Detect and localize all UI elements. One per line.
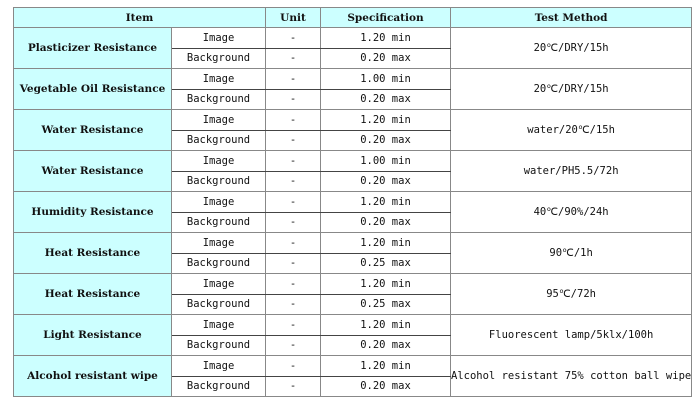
spec-cell: 0.20 max [320, 88, 451, 110]
spec-cell: 1.20 min [320, 273, 451, 295]
spec-cell: 0.20 max [320, 170, 451, 192]
spec-cell: 0.25 max [320, 252, 451, 274]
spec-cell: 1.20 min [320, 191, 451, 213]
test-method-cell: Alcohol resistant 75% cotton ball wipe [449, 355, 693, 397]
test-method-cell: 40℃/90%/24h [449, 191, 693, 233]
sub-item-image: Image [171, 232, 266, 254]
unit-cell: - [265, 129, 321, 151]
unit-cell: - [265, 191, 321, 213]
sub-item-background: Background [171, 47, 266, 69]
unit-cell: - [265, 211, 321, 233]
unit-cell: - [265, 232, 321, 254]
sub-item-background: Background [171, 88, 266, 110]
header-unit: Unit [265, 7, 321, 28]
spec-cell: 1.00 min [320, 68, 451, 90]
unit-cell: - [265, 27, 321, 49]
spec-cell: 0.20 max [320, 211, 451, 233]
test-method-cell: 20℃/DRY/15h [449, 27, 693, 69]
table-row: Background - 0.20 max [14, 375, 692, 397]
table-row: Light Resistance Image - 1.20 min Fluore… [13, 314, 693, 356]
spec-cell: 0.25 max [320, 293, 451, 315]
sub-item-image: Image [171, 314, 266, 336]
item-name: Vegetable Oil Resistance [13, 68, 172, 110]
spec-cell: 1.20 min [320, 27, 451, 49]
table-row: Heat Resistance Image - 1.20 min 95℃/72h [13, 273, 693, 315]
sub-item-image: Image [171, 150, 266, 172]
spec-cell: 0.20 max [320, 375, 451, 397]
unit-cell: - [265, 88, 321, 110]
table-row: Background - 0.20 max [14, 211, 692, 233]
spec-cell: 1.20 min [320, 314, 451, 336]
sub-item-image: Image [171, 191, 266, 213]
item-name: Water Resistance [13, 109, 172, 151]
item-name: Heat Resistance [13, 273, 172, 315]
sub-item-background: Background [171, 375, 266, 397]
table-row: Water Resistance Image - 1.20 min water/… [13, 109, 693, 151]
sub-item-image: Image [171, 109, 266, 131]
unit-cell: - [265, 334, 321, 356]
unit-cell: - [265, 375, 321, 397]
spec-cell: 1.20 min [320, 355, 451, 377]
test-method-cell: water/PH5.5/72h [449, 150, 693, 192]
item-name: Plasticizer Resistance [13, 27, 172, 69]
spec-cell: 0.20 max [320, 334, 451, 356]
item-name: Humidity Resistance [13, 191, 172, 233]
spec-cell: 1.20 min [320, 109, 451, 131]
unit-cell: - [265, 314, 321, 336]
spec-cell: 1.20 min [320, 232, 451, 254]
spec-cell: 0.20 max [320, 129, 451, 151]
table-row: Background - 0.25 max [14, 252, 692, 274]
table-row: Background - 0.20 max [14, 47, 692, 69]
header-specification: Specification [320, 7, 451, 28]
test-method-cell: 20℃/DRY/15h [449, 68, 693, 110]
test-method-cell: water/20℃/15h [449, 109, 693, 151]
spec-cell: 1.00 min [320, 150, 451, 172]
unit-cell: - [265, 170, 321, 192]
table-row: Background - 0.20 max [14, 334, 692, 356]
sub-item-background: Background [171, 334, 266, 356]
unit-cell: - [265, 47, 321, 69]
header-test-method: Test Method [449, 7, 693, 28]
header-item: Item [13, 7, 266, 28]
item-name: Water Resistance [13, 150, 172, 192]
table-row: Humidity Resistance Image - 1.20 min 40℃… [13, 191, 693, 233]
item-name: Heat Resistance [13, 232, 172, 274]
sub-item-background: Background [171, 170, 266, 192]
unit-cell: - [265, 273, 321, 295]
table-row: Alcohol resistant wipe Image - 1.20 min … [13, 355, 693, 397]
table-row: Water Resistance Image - 1.00 min water/… [13, 150, 693, 192]
sub-item-background: Background [171, 129, 266, 151]
unit-cell: - [265, 293, 321, 315]
sub-item-image: Image [171, 68, 266, 90]
sub-item-background: Background [171, 211, 266, 233]
test-method-cell: 95℃/72h [449, 273, 693, 315]
specification-table: Item Unit Specification Test Method Plas… [13, 7, 693, 397]
test-method-cell: 90℃/1h [449, 232, 693, 274]
sub-item-image: Image [171, 355, 266, 377]
sub-item-background: Background [171, 252, 266, 274]
test-method-cell: Fluorescent lamp/5klx/100h [449, 314, 693, 356]
header-row: Item Unit Specification Test Method [13, 7, 693, 28]
unit-cell: - [265, 252, 321, 274]
item-name: Light Resistance [13, 314, 172, 356]
table-row: Heat Resistance Image - 1.20 min 90℃/1h [13, 232, 693, 274]
item-name: Alcohol resistant wipe [13, 355, 172, 397]
sub-item-image: Image [171, 273, 266, 295]
sub-item-image: Image [171, 27, 266, 49]
table-row: Vegetable Oil Resistance Image - 1.00 mi… [13, 68, 693, 110]
unit-cell: - [265, 355, 321, 377]
unit-cell: - [265, 109, 321, 131]
table-row: Plasticizer Resistance Image - 1.20 min … [13, 27, 693, 69]
unit-cell: - [265, 68, 321, 90]
unit-cell: - [265, 150, 321, 172]
spec-cell: 0.20 max [320, 47, 451, 69]
sub-item-background: Background [171, 293, 266, 315]
